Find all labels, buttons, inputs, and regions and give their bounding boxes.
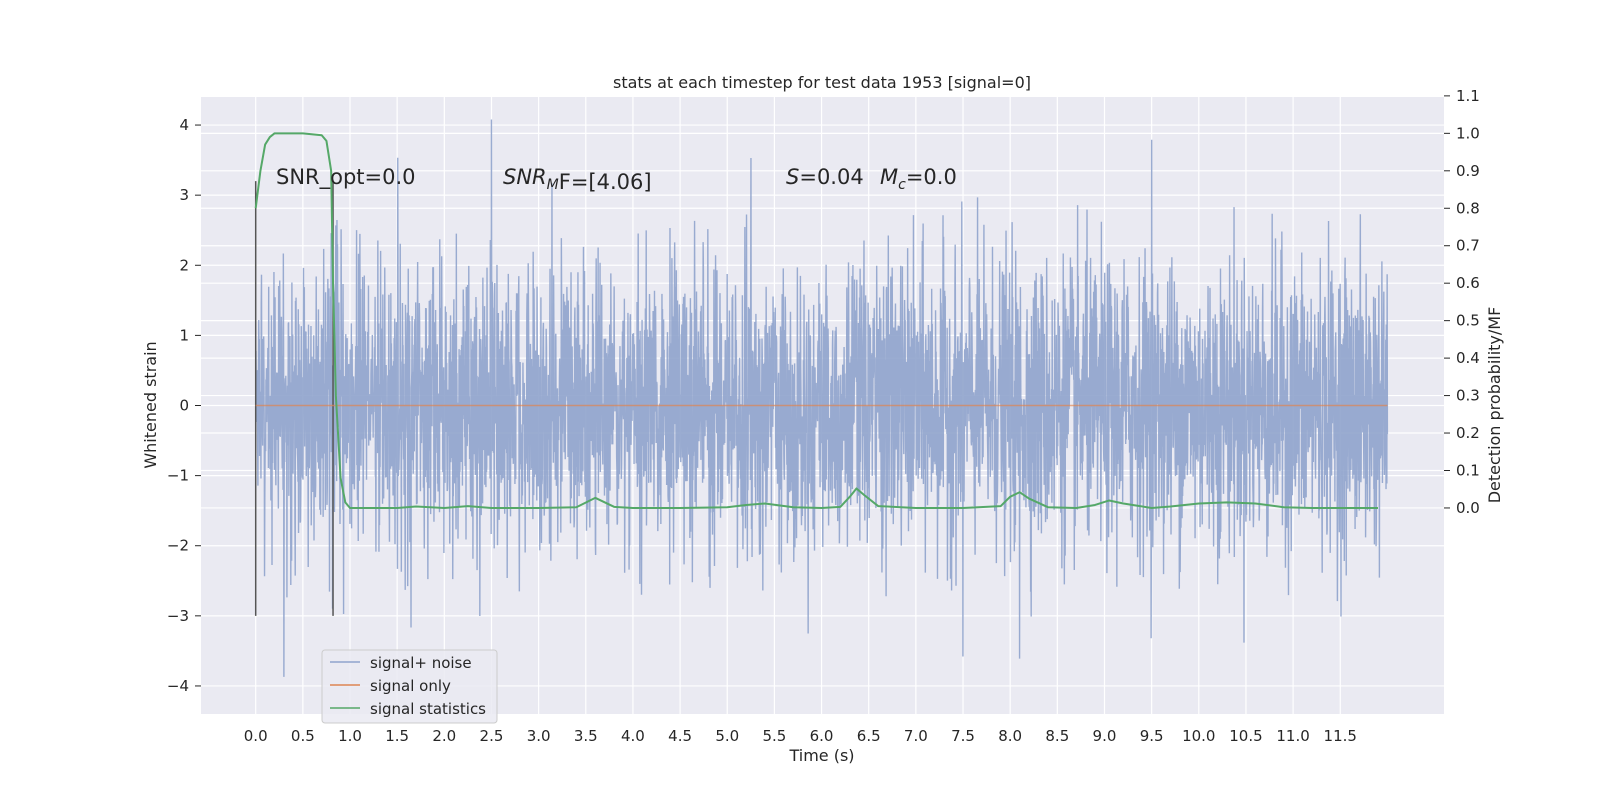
y2-tick-label: 1.0 — [1456, 124, 1480, 142]
legend-box — [321, 649, 498, 724]
x-tick-label: 1.5 — [385, 727, 409, 745]
x-tick-label: 9.0 — [1093, 727, 1117, 745]
y-tick-label: 4 — [179, 116, 189, 134]
annotation-mc-label: M — [880, 165, 898, 189]
annotation-snr-opt: SNR_opt=0.0 — [276, 165, 416, 190]
legend-label-signal-noise: signal+ noise — [370, 654, 472, 672]
x-tick-label: 10.5 — [1229, 727, 1262, 745]
annotation-s-label: S — [786, 165, 799, 189]
y-tick-label: 1 — [179, 326, 189, 344]
x-tick-label: 7.0 — [904, 727, 928, 745]
x-tick-label: 5.0 — [715, 727, 739, 745]
x-tick-label: 0.0 — [244, 727, 268, 745]
y2-tick-label: 1.1 — [1456, 87, 1480, 105]
annotation-mc-sub: c — [898, 177, 906, 193]
x-tick-label: 3.0 — [527, 727, 551, 745]
x-tick-label: 11.0 — [1276, 727, 1309, 745]
annotation-snr-mf-sub: M — [547, 177, 559, 193]
x-tick-label: 4.0 — [621, 727, 645, 745]
y2-tick-label: 0.4 — [1456, 349, 1480, 367]
series-signal-noise — [255, 119, 1389, 677]
x-axis-title: Time (s) — [788, 746, 854, 765]
y-tick-label: −2 — [167, 537, 189, 555]
y-tick-label: −1 — [167, 467, 189, 485]
x-tick-label: 5.5 — [762, 727, 786, 745]
legend-label-signal-only: signal only — [370, 677, 451, 695]
series-signal-statistics — [254, 132, 1378, 509]
y-tick-label: 0 — [179, 397, 189, 415]
x-tick-label: 2.0 — [432, 727, 456, 745]
x-tick-label: 10.0 — [1182, 727, 1215, 745]
y2-axis-title: Detection probability/MF — [1485, 307, 1504, 504]
signal-noise-line — [255, 119, 1389, 677]
x-axis-ticks: 0.0 0.5 1.0 1.5 2.0 2.5 3.0 3.5 4.0 4.5 5.0 5.5 6.0 6… — [244, 727, 1357, 745]
x-tick-label: 6.5 — [857, 727, 881, 745]
y2-tick-label: 0.6 — [1456, 274, 1480, 292]
legend: signal+ noise signal only signal statist… — [321, 649, 498, 724]
x-tick-label: 8.0 — [998, 727, 1022, 745]
annotation-snr-mf-rest: F=[4.06] — [559, 170, 652, 194]
y2-tick-label: 0.3 — [1456, 387, 1480, 405]
legend-label-signal-statistics: signal statistics — [370, 700, 486, 718]
x-tick-label: 6.0 — [810, 727, 834, 745]
y-tick-label: −4 — [167, 677, 189, 695]
chart-title: stats at each timestep for test data 195… — [613, 73, 1031, 92]
y-tick-label: −3 — [167, 607, 189, 625]
x-tick-label: 7.5 — [951, 727, 975, 745]
y2-tick-label: 0.5 — [1456, 312, 1480, 330]
y2-tick-label: 0.7 — [1456, 237, 1480, 255]
x-tick-label: 3.5 — [574, 727, 598, 745]
annotation-mc: Mc=0.0 — [880, 165, 957, 193]
y2-tick-label: 0.1 — [1456, 461, 1480, 479]
annotation-mc-value: =0.0 — [906, 165, 957, 189]
y-tick-label: 2 — [179, 256, 189, 274]
annotation-snr-mf-label: SNR — [503, 165, 547, 189]
y2-axis-ticks: 0.0 0.1 0.2 0.3 0.4 0.5 0.6 0.7 0.8 0.9 1.0 1.1 — [1444, 87, 1480, 517]
x-tick-label: 2.5 — [480, 727, 504, 745]
y2-tick-label: 0.2 — [1456, 424, 1480, 442]
x-tick-label: 0.5 — [291, 727, 315, 745]
annotation-s: S=0.04 — [786, 165, 864, 189]
x-tick-label: 1.0 — [338, 727, 362, 745]
y2-tick-label: 0.9 — [1456, 162, 1480, 180]
x-tick-label: 9.5 — [1140, 727, 1164, 745]
y2-tick-label: 0.0 — [1456, 499, 1480, 517]
annotation-s-value: =0.04 — [799, 165, 863, 189]
y-axis-ticks: −4 −3 −2 −1 0 1 2 3 4 — [167, 116, 201, 695]
x-tick-label: 11.5 — [1324, 727, 1357, 745]
annotation-snr-mf: SNRMF=[4.06] — [503, 165, 652, 194]
x-tick-label: 8.5 — [1045, 727, 1069, 745]
y-axis-title: Whitened strain — [141, 341, 160, 468]
annotations: SNR_opt=0.0 SNRMF=[4.06] S=0.04 Mc=0.0 — [276, 165, 957, 194]
signal-statistics-line — [254, 132, 1378, 509]
y-tick-label: 3 — [179, 186, 189, 204]
x-tick-label: 4.5 — [668, 727, 692, 745]
y2-tick-label: 0.8 — [1456, 199, 1480, 217]
